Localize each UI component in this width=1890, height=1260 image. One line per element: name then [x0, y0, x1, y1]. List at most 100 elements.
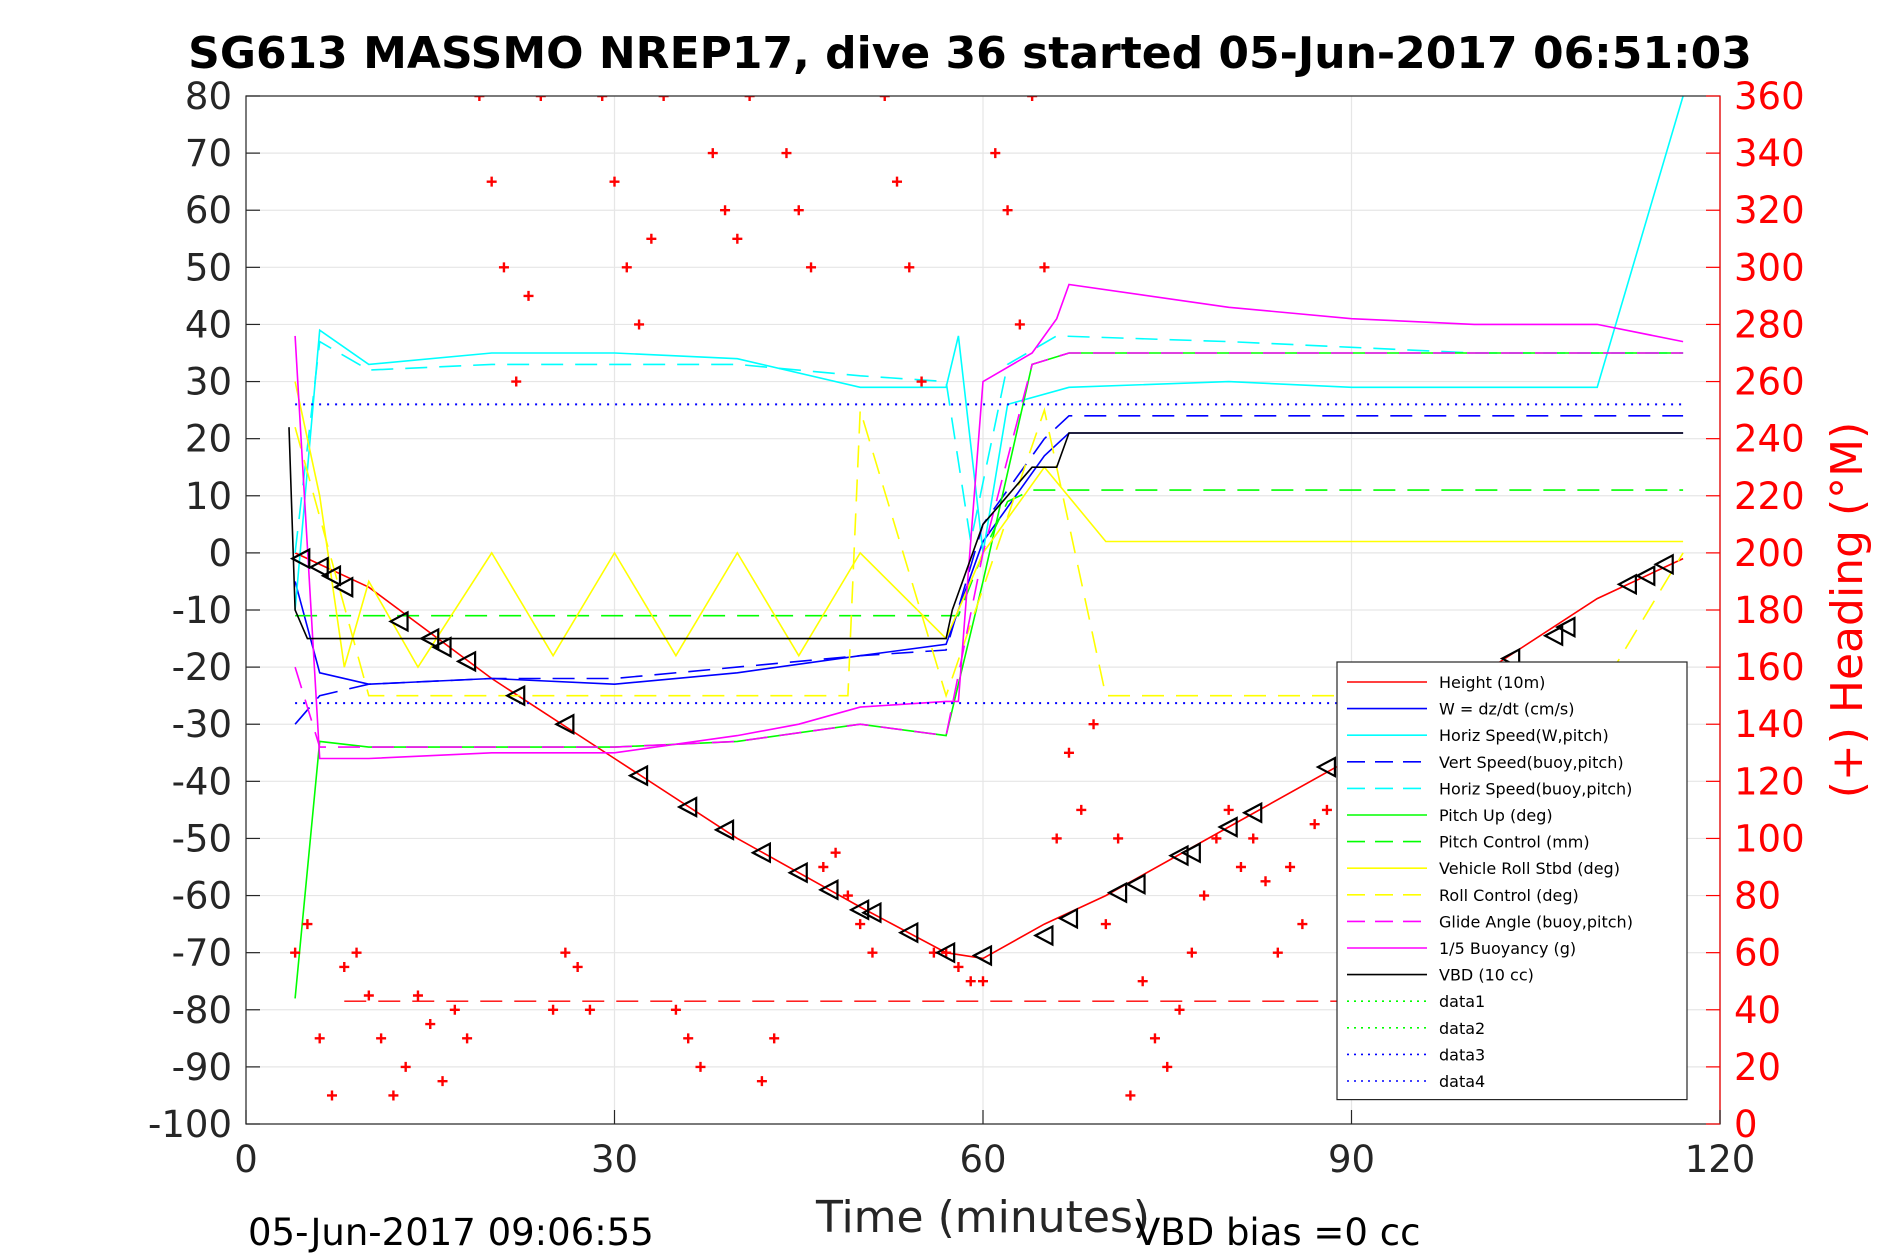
heading-point: [695, 1061, 706, 1072]
heading-point: [1137, 976, 1148, 987]
heading-point: [1199, 890, 1210, 901]
heading-point: [1076, 804, 1087, 815]
right-tick-label: 340: [1734, 132, 1805, 175]
legend-label: VBD (10 cc): [1439, 966, 1534, 985]
right-tick-label: 80: [1734, 875, 1781, 918]
heading-point: [634, 319, 645, 330]
y-tick-label: 50: [185, 246, 232, 289]
depth-marker: [431, 636, 452, 658]
heading-point: [978, 976, 988, 987]
heading-point: [732, 233, 743, 244]
heading-point: [646, 233, 657, 244]
heading-point: [597, 96, 608, 101]
depth-marker: [1555, 616, 1576, 638]
heading-point: [425, 1019, 436, 1030]
right-tick-label: 20: [1734, 1046, 1781, 1089]
heading-point: [1285, 862, 1296, 872]
depth-marker: [1106, 881, 1128, 904]
heading-point: [1321, 804, 1332, 815]
series-line-vbd-10-cc: [288, 427, 1684, 640]
right-tick-label: 40: [1734, 989, 1781, 1032]
heading-point: [1309, 819, 1320, 830]
series-line-1-5-buoyancy-g: [294, 283, 1684, 760]
depth-marker: [504, 684, 526, 707]
legend-label: Vert Speed(buoy,pitch): [1439, 753, 1624, 772]
heading-point: [855, 919, 866, 930]
x-tick-label: 90: [1328, 1138, 1375, 1181]
x-tick-label: 30: [591, 1138, 638, 1181]
heading-point: [1051, 833, 1062, 844]
depth-marker: [418, 627, 440, 650]
heading-point: [916, 376, 927, 387]
right-tick-label: 120: [1734, 760, 1805, 803]
y-tick-label: 70: [185, 132, 232, 175]
y-tick-label: 40: [185, 303, 232, 346]
heading-point: [523, 290, 534, 301]
heading-point: [756, 1076, 767, 1087]
depth-marker: [861, 901, 882, 924]
heading-point: [474, 96, 485, 101]
depth-marker: [934, 941, 956, 964]
depth-marker: [1057, 907, 1079, 930]
y-tick-label: 0: [208, 532, 232, 575]
heading-point: [818, 862, 829, 872]
heading-point: [670, 1004, 681, 1015]
heading-point: [486, 176, 497, 187]
right-axis-label: (+) Heading (°M): [1822, 422, 1873, 799]
depth-marker: [289, 547, 311, 570]
legend-label: Vehicle Roll Stbd (deg): [1439, 859, 1620, 878]
legend-label: data4: [1439, 1072, 1485, 1091]
depth-marker: [455, 650, 477, 673]
heading-point: [1113, 833, 1124, 844]
depth-marker: [1180, 841, 1201, 864]
heading-point: [314, 1033, 325, 1044]
y-tick-label: -20: [172, 646, 232, 689]
heading-point: [1272, 947, 1283, 958]
legend-label: Roll Control (deg): [1439, 886, 1579, 905]
depth-marker: [1542, 624, 1564, 647]
heading-point: [1235, 862, 1246, 872]
y-tick-label: -60: [172, 875, 232, 918]
heading-point: [584, 1004, 595, 1015]
heading-point: [744, 96, 755, 101]
legend-label: data1: [1439, 992, 1485, 1011]
heading-point: [781, 148, 792, 159]
y-tick-label: 30: [185, 361, 232, 404]
legend-label: Height (10m): [1439, 673, 1545, 692]
right-tick-label: 60: [1734, 932, 1781, 975]
depth-marker: [750, 841, 771, 864]
heading-point: [388, 1090, 399, 1101]
y-tick-label: -10: [172, 589, 232, 632]
heading-point: [339, 961, 350, 972]
footer-timestamp: 05-Jun-2017 09:06:55: [248, 1211, 654, 1254]
heading-point: [1211, 833, 1222, 844]
depth-marker: [818, 879, 839, 901]
depth-marker: [1033, 924, 1054, 947]
heading-point: [1260, 876, 1271, 887]
heading-point: [535, 96, 546, 101]
legend-label: Glide Angle (buoy,pitch): [1439, 912, 1633, 931]
depth-marker: [1634, 564, 1656, 587]
depth-marker: [1653, 553, 1674, 576]
depth-marker: [897, 921, 919, 944]
depth-marker: [332, 576, 354, 598]
heading-point: [867, 947, 878, 958]
axes: 0 30 60 90 12080706050403020100-10-20-30-40-…: [148, 75, 1805, 1181]
heading-point: [1149, 1033, 1160, 1044]
heading-point: [1174, 1004, 1185, 1015]
heading-point: [462, 1033, 473, 1044]
heading-point: [1063, 747, 1074, 758]
right-tick-label: 0: [1734, 1103, 1758, 1146]
depth-marker: [320, 564, 342, 587]
depth-marker: [308, 556, 329, 578]
heading-point: [769, 1033, 780, 1044]
series-line-glide-angle-buoy-pitch: [294, 352, 1684, 748]
footer-vbd-bias: VBD bias =0 cc: [1135, 1211, 1420, 1254]
legend-label: data3: [1439, 1045, 1485, 1064]
right-tick-label: 260: [1734, 361, 1805, 404]
y-tick-label: -70: [172, 932, 232, 975]
depth-marker: [1241, 801, 1263, 824]
heading-point: [793, 205, 804, 216]
right-tick-label: 180: [1734, 589, 1805, 632]
right-tick-label: 100: [1734, 817, 1805, 860]
